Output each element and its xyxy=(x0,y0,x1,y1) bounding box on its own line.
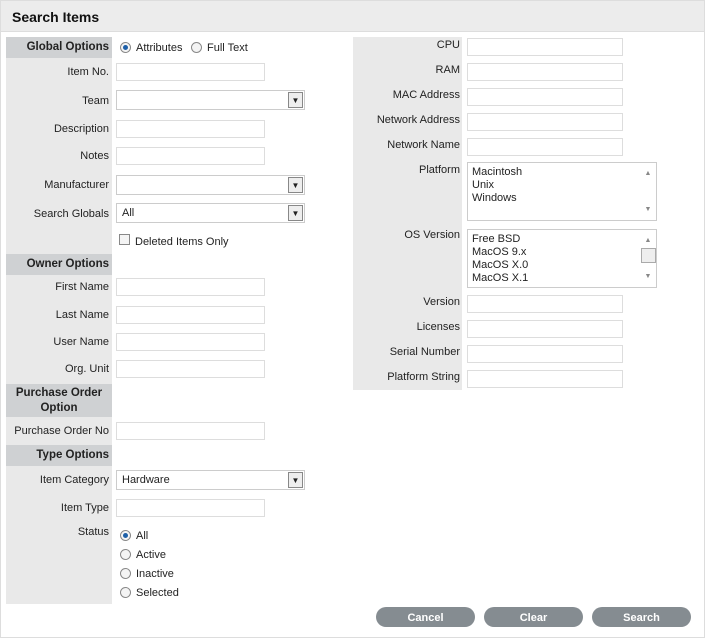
team-select[interactable]: ▼ xyxy=(116,90,305,110)
description-input[interactable] xyxy=(116,120,265,138)
licenses-input[interactable] xyxy=(467,320,623,338)
user-name-label: User Name xyxy=(53,336,109,348)
platform-option[interactable]: Unix xyxy=(472,179,495,191)
ram-label: RAM xyxy=(435,64,460,76)
item-type-label: Item Type xyxy=(60,502,109,514)
status-all-radio[interactable] xyxy=(120,530,131,541)
right-label-column xyxy=(353,37,462,390)
platform-listbox[interactable]: Macintosh Unix Windows ▲ ▼ xyxy=(467,162,657,221)
notes-input[interactable] xyxy=(116,147,265,165)
platform-label: Platform xyxy=(419,164,460,176)
status-inactive-radio[interactable] xyxy=(120,568,131,579)
left-label-column xyxy=(6,37,112,604)
global-options-header: Global Options xyxy=(6,37,112,58)
status-label: Status xyxy=(77,526,109,538)
status-all-label: All xyxy=(136,530,149,542)
deleted-items-checkbox[interactable] xyxy=(119,234,130,245)
mac-address-label: MAC Address xyxy=(392,89,460,101)
search-button[interactable]: Search xyxy=(592,607,691,627)
mac-address-input[interactable] xyxy=(467,88,623,106)
status-active-label: Active xyxy=(136,549,166,561)
scroll-up-icon[interactable]: ▲ xyxy=(644,237,652,244)
page-title: Search Items xyxy=(12,9,100,25)
item-category-label: Item Category xyxy=(39,474,109,486)
platform-option[interactable]: Windows xyxy=(472,192,517,204)
status-inactive-label: Inactive xyxy=(136,568,174,580)
item-category-select[interactable]: Hardware ▼ xyxy=(116,470,305,490)
network-address-label: Network Address xyxy=(376,114,460,126)
po-header-line2: Option xyxy=(40,402,78,414)
purchase-order-header: Purchase Order Option xyxy=(6,384,112,417)
org-unit-input[interactable] xyxy=(116,360,265,378)
serial-number-input[interactable] xyxy=(467,345,623,363)
version-input[interactable] xyxy=(467,295,623,313)
manufacturer-select[interactable]: ▼ xyxy=(116,175,305,195)
full-text-label: Full Text xyxy=(207,42,248,54)
chevron-down-icon: ▼ xyxy=(288,472,303,488)
search-globals-label: Search Globals xyxy=(33,208,109,220)
cpu-input[interactable] xyxy=(467,38,623,56)
serial-number-label: Serial Number xyxy=(389,346,460,358)
cpu-label: CPU xyxy=(436,39,460,51)
description-label: Description xyxy=(53,123,109,135)
po-header-line1: Purchase Order xyxy=(15,387,103,399)
last-name-label: Last Name xyxy=(55,309,109,321)
ram-input[interactable] xyxy=(467,63,623,81)
chevron-down-icon: ▼ xyxy=(288,177,303,193)
notes-label: Notes xyxy=(80,150,109,162)
chevron-down-icon: ▼ xyxy=(288,205,303,221)
platform-option[interactable]: Macintosh xyxy=(472,166,523,178)
os-option[interactable]: MacOS X.0 xyxy=(472,259,529,271)
scrollbar[interactable]: ▲ ▼ xyxy=(640,163,656,220)
clear-button[interactable]: Clear xyxy=(484,607,583,627)
first-name-input[interactable] xyxy=(116,278,265,296)
licenses-label: Licenses xyxy=(416,321,460,333)
last-name-input[interactable] xyxy=(116,306,265,324)
network-address-input[interactable] xyxy=(467,113,623,131)
manufacturer-label: Manufacturer xyxy=(44,179,109,191)
full-text-radio[interactable] xyxy=(191,42,202,53)
scroll-up-icon[interactable]: ▲ xyxy=(644,170,652,177)
scroll-thumb[interactable] xyxy=(641,248,656,263)
network-name-input[interactable] xyxy=(467,138,623,156)
item-no-label: Item No. xyxy=(67,66,109,78)
os-option[interactable]: MacOS X.1 xyxy=(472,272,529,284)
os-option[interactable]: MacOS 9.x xyxy=(472,246,527,258)
owner-options-header: Owner Options xyxy=(6,254,112,275)
po-no-input[interactable] xyxy=(116,422,265,440)
os-option[interactable]: Free BSD xyxy=(472,233,521,245)
first-name-label: First Name xyxy=(55,281,109,293)
org-unit-label: Org. Unit xyxy=(64,363,109,375)
user-name-input[interactable] xyxy=(116,333,265,351)
os-version-label: OS Version xyxy=(404,229,460,241)
platform-string-label: Platform String xyxy=(387,371,460,383)
scrollbar[interactable]: ▲ ▼ xyxy=(640,230,656,287)
team-label: Team xyxy=(82,95,109,107)
attributes-radio[interactable] xyxy=(120,42,131,53)
search-globals-value: All xyxy=(122,207,135,219)
search-globals-select[interactable]: All ▼ xyxy=(116,203,305,223)
attributes-label: Attributes xyxy=(136,42,183,54)
cancel-button[interactable]: Cancel xyxy=(376,607,475,627)
deleted-items-label: Deleted Items Only xyxy=(135,236,229,248)
status-selected-label: Selected xyxy=(136,587,179,599)
scroll-down-icon[interactable]: ▼ xyxy=(644,273,652,280)
item-type-input[interactable] xyxy=(116,499,265,517)
item-no-input[interactable] xyxy=(116,63,265,81)
type-options-header: Type Options xyxy=(6,445,112,466)
platform-string-input[interactable] xyxy=(467,370,623,388)
version-label: Version xyxy=(423,296,460,308)
network-name-label: Network Name xyxy=(387,139,460,151)
chevron-down-icon: ▼ xyxy=(288,92,303,108)
po-no-label: Purchase Order No xyxy=(14,425,109,437)
status-selected-radio[interactable] xyxy=(120,587,131,598)
title-bar: Search Items xyxy=(1,1,704,32)
os-version-listbox[interactable]: Free BSD MacOS 9.x MacOS X.0 MacOS X.1 ▲… xyxy=(467,229,657,288)
item-category-value: Hardware xyxy=(122,474,170,486)
scroll-down-icon[interactable]: ▼ xyxy=(644,206,652,213)
status-active-radio[interactable] xyxy=(120,549,131,560)
